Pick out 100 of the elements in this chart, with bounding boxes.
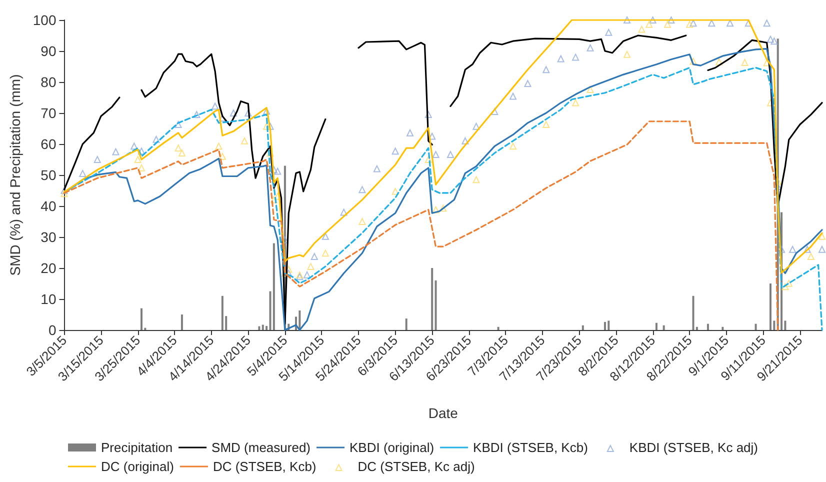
bar xyxy=(140,308,143,330)
point xyxy=(178,149,186,156)
legend-label: DC (STSEB, Kc adj) xyxy=(358,459,475,474)
bar xyxy=(180,314,183,330)
point xyxy=(428,132,436,140)
point xyxy=(690,20,697,27)
bar xyxy=(434,280,437,330)
point xyxy=(424,111,432,118)
point xyxy=(472,176,480,184)
point xyxy=(274,168,282,175)
point xyxy=(285,266,292,273)
point xyxy=(392,188,399,195)
point xyxy=(432,206,440,214)
point xyxy=(296,273,304,280)
y-tick-label: 40 xyxy=(40,198,56,214)
bar xyxy=(722,326,724,330)
point xyxy=(60,190,68,198)
point xyxy=(785,280,792,287)
point xyxy=(274,192,282,200)
point xyxy=(446,151,454,158)
point xyxy=(373,165,380,172)
bar xyxy=(754,324,757,330)
point xyxy=(542,120,550,128)
point xyxy=(646,20,653,28)
y-tick-label: 70 xyxy=(40,105,56,121)
point xyxy=(174,120,182,128)
point xyxy=(193,111,200,118)
point xyxy=(472,122,480,130)
bar xyxy=(662,325,665,330)
legend-label: KBDI (STSEB, Kc adj) xyxy=(629,440,758,455)
point xyxy=(818,246,826,253)
y-tick-label: 100 xyxy=(32,12,56,28)
point xyxy=(789,246,796,253)
point xyxy=(212,102,219,110)
y-tick-label: 30 xyxy=(40,229,56,245)
point xyxy=(716,58,723,66)
y-tick-label: 50 xyxy=(40,167,56,183)
bar xyxy=(655,322,658,330)
point xyxy=(763,20,770,27)
bar xyxy=(608,320,610,330)
point xyxy=(638,26,646,33)
bar xyxy=(221,296,224,330)
y-tick-label: 10 xyxy=(40,291,56,307)
bar xyxy=(405,318,408,330)
point xyxy=(230,110,237,116)
point xyxy=(358,218,366,225)
point xyxy=(134,156,142,163)
point xyxy=(690,58,697,65)
bar xyxy=(604,322,606,330)
point xyxy=(79,170,86,177)
point xyxy=(510,92,517,100)
point xyxy=(138,148,146,155)
bar xyxy=(272,243,275,330)
y-tick-label: 80 xyxy=(40,74,56,90)
point xyxy=(94,170,101,177)
point xyxy=(491,108,498,115)
point xyxy=(266,122,274,130)
point xyxy=(767,36,774,43)
point xyxy=(767,99,774,106)
point xyxy=(138,164,146,172)
point xyxy=(322,232,329,240)
point xyxy=(94,156,101,163)
point xyxy=(807,253,814,260)
point xyxy=(586,44,594,52)
point xyxy=(804,246,811,253)
point xyxy=(218,152,226,160)
bar xyxy=(262,324,264,330)
point xyxy=(624,16,631,24)
bar xyxy=(258,326,260,330)
point xyxy=(174,144,182,152)
point xyxy=(708,20,716,27)
x-axis-title: Date xyxy=(428,405,458,421)
point xyxy=(510,142,517,150)
point xyxy=(244,110,252,116)
point xyxy=(281,236,288,244)
point xyxy=(557,55,564,62)
point xyxy=(112,148,120,156)
point xyxy=(668,16,675,24)
point xyxy=(524,80,532,88)
point xyxy=(358,186,366,194)
legend-label: Precipitation xyxy=(101,440,173,455)
point xyxy=(542,66,550,74)
bar xyxy=(269,291,272,330)
point xyxy=(270,166,278,174)
point xyxy=(406,129,414,136)
point xyxy=(649,16,656,24)
legend-label: KBDI (STSEB, Kcb) xyxy=(473,440,588,455)
point xyxy=(432,151,440,158)
point xyxy=(664,20,672,28)
point xyxy=(130,142,138,150)
point xyxy=(60,187,68,194)
point xyxy=(152,136,160,143)
point xyxy=(770,38,778,45)
point xyxy=(605,28,612,36)
legend-label: DC (original) xyxy=(101,459,174,474)
point xyxy=(307,262,314,270)
point xyxy=(782,283,789,290)
bar xyxy=(770,284,772,330)
point xyxy=(741,58,748,66)
point xyxy=(440,204,447,212)
